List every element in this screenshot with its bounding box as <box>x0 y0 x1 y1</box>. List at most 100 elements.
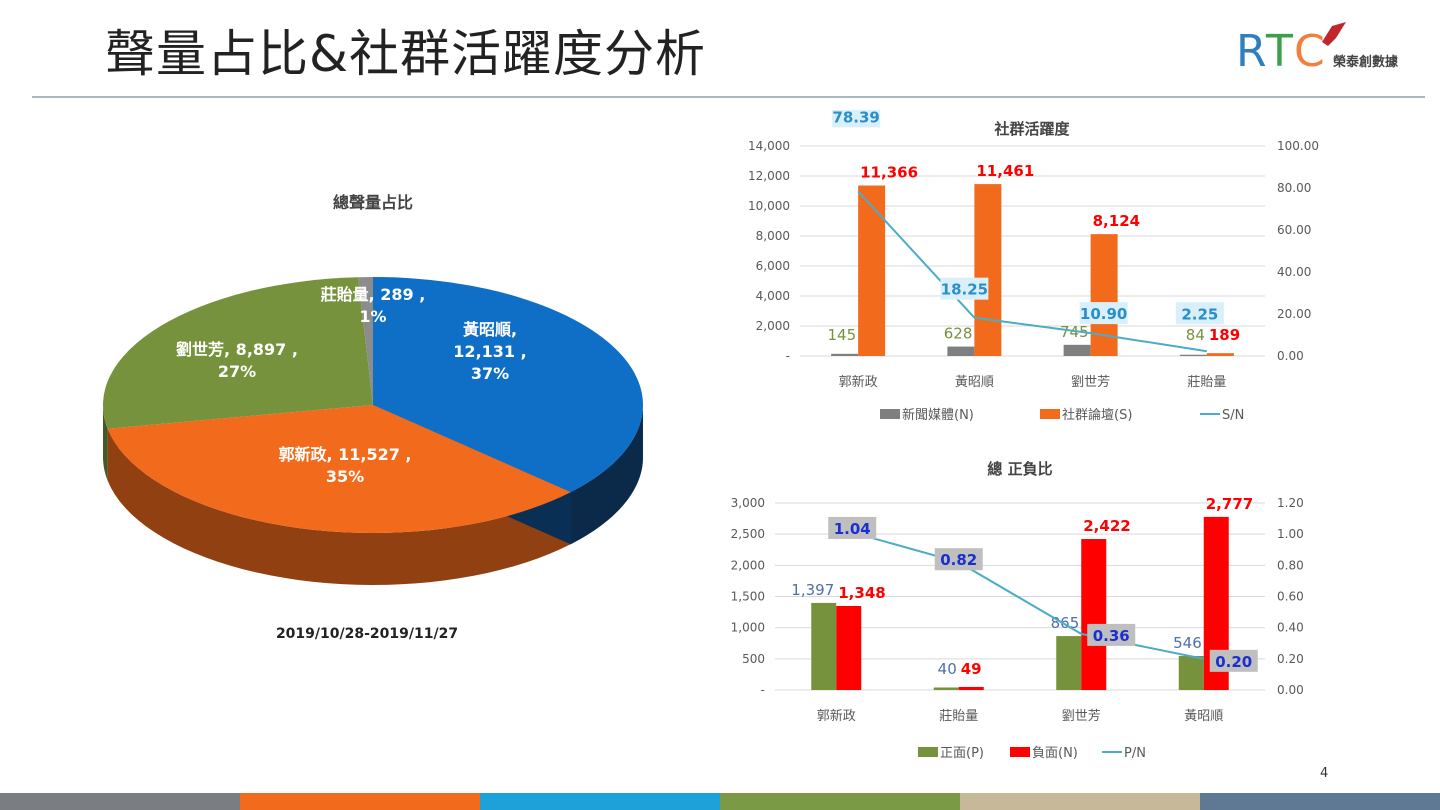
line-label-box <box>940 277 989 300</box>
bar-負面(N) <box>958 686 984 690</box>
footer-stripe <box>240 793 480 810</box>
y-tick-label: 1,000 <box>731 621 765 635</box>
bar-data-label: 546 <box>1173 634 1202 652</box>
pie-data-label: 35% <box>326 467 364 486</box>
y2-tick-label: 0.00 <box>1277 349 1304 363</box>
sentiment-ratio-chart: - 500 1,000 1,500 2,000 2,500 3,000 0.00 0.20 0.4… <box>731 495 1304 761</box>
y2-tick-label: 60.00 <box>1277 223 1311 237</box>
bar-新聞媒體(N) <box>947 346 975 356</box>
footer-stripe <box>720 793 960 810</box>
y-tick-label: 500 <box>742 652 765 666</box>
legend-swatch <box>918 747 938 757</box>
bar-正面(P) <box>811 602 837 690</box>
bar-正面(P) <box>1178 655 1204 690</box>
y2-tick-label: 0.60 <box>1277 590 1304 604</box>
bar-負面(N) <box>1081 539 1107 690</box>
y2-tick-label: 0.80 <box>1277 558 1304 572</box>
y-tick-label: 8,000 <box>756 229 790 243</box>
pie-data-label: 1% <box>359 307 386 326</box>
line-label-box <box>1209 649 1258 672</box>
y-tick-label: 12,000 <box>748 169 790 183</box>
footer-stripe <box>0 793 240 810</box>
line-data-label: 1.04 <box>834 520 871 538</box>
pie-slice-side <box>103 405 108 481</box>
y-tick-label: 3,000 <box>731 496 765 510</box>
y2-tick-label: 0.00 <box>1277 683 1304 697</box>
y2-tick-label: 100.00 <box>1277 139 1319 153</box>
logo-subtitle: 榮泰創數據 <box>1333 54 1399 70</box>
line-data-label: 2.25 <box>1181 305 1218 323</box>
pie-slice-黃昭順 <box>373 277 644 493</box>
pie-data-label: 劉世芳, 8,897 , <box>176 340 298 359</box>
x-tick-label: 郭新政 <box>839 374 878 390</box>
social-activity-chart-title: 社群活躍度 <box>994 120 1070 138</box>
pie-chart: 總聲量占比 黃昭順, 12,131 , 37% 郭新政, 11,527 , 35% 劉世芳… <box>103 193 644 642</box>
bar-data-label: 84 <box>1186 326 1205 344</box>
line-label-box <box>1087 623 1136 646</box>
legend-entry: 負面(N) <box>1032 746 1078 761</box>
y-tick-label: 6,000 <box>756 259 790 273</box>
bar-data-label: 11,461 <box>976 162 1034 180</box>
pie-data-label: 黃昭順, <box>462 320 517 339</box>
bar-data-label: 8,124 <box>1093 212 1140 230</box>
y-tick-label: 10,000 <box>748 199 790 213</box>
pie-slice-劉世芳 <box>103 277 373 429</box>
line-data-label: 0.82 <box>940 551 977 569</box>
pie-slice-side <box>107 428 571 585</box>
line-label-box <box>828 516 877 539</box>
bar-data-label: 145 <box>827 326 856 344</box>
page-number: 4 <box>1320 766 1329 781</box>
x-tick-label: 黃昭順 <box>1184 709 1223 724</box>
title-divider <box>32 96 1425 98</box>
bar-新聞媒體(N) <box>1179 354 1207 356</box>
line-data-label: 78.39 <box>832 110 879 126</box>
legend-entry: 新聞媒體(N) <box>902 407 974 423</box>
y-tick-label: 14,000 <box>748 139 790 153</box>
slide-title: 聲量占比&社群活躍度分析 <box>105 25 706 83</box>
y2-tick-label: 1.00 <box>1277 527 1304 541</box>
pie-data-label: 27% <box>218 362 256 381</box>
bar-data-label: 2,422 <box>1083 517 1130 535</box>
bar-data-label: 1,397 <box>791 581 834 599</box>
logo-flame-icon <box>1322 22 1346 46</box>
legend-swatch <box>1010 747 1030 757</box>
y-tick-label: 2,000 <box>731 558 765 572</box>
pie-slice-side <box>570 411 643 545</box>
legend-swatch <box>880 409 900 419</box>
line-label-box <box>934 548 983 571</box>
x-tick-label: 劉世芳 <box>1071 375 1110 390</box>
rtc-logo: R T C 榮泰創數據 <box>1236 22 1399 77</box>
bar-負面(N) <box>836 605 862 690</box>
line-label-box <box>832 110 881 128</box>
y-tick-label: 4,000 <box>756 289 790 303</box>
bar-正面(P) <box>933 687 959 690</box>
pie-data-label: 莊貽量, 289 , <box>321 285 426 304</box>
y2-tick-label: 80.00 <box>1277 181 1311 195</box>
bar-新聞媒體(N) <box>831 353 859 356</box>
logo-letter-r: R <box>1236 26 1267 77</box>
bar-新聞媒體(N) <box>1063 344 1091 356</box>
y-tick-label: 2,000 <box>756 319 790 333</box>
y-tick-label: 1,500 <box>731 590 765 604</box>
logo-letter-c: C <box>1294 26 1325 77</box>
line-S/N <box>857 190 1208 353</box>
y2-tick-label: 40.00 <box>1277 265 1311 279</box>
y-tick-label: 2,500 <box>731 527 765 541</box>
pie-slice-郭新政 <box>107 405 571 533</box>
bar-data-label: 2,777 <box>1206 495 1253 513</box>
bar-社群論壇(S) <box>1090 234 1118 356</box>
line-data-label: 0.36 <box>1093 627 1130 645</box>
bar-社群論壇(S) <box>858 185 886 356</box>
pie-date-range: 2019/10/28-2019/11/27 <box>276 626 458 642</box>
logo-letter-t: T <box>1265 26 1293 77</box>
x-tick-label: 黃昭順 <box>955 375 994 390</box>
y2-tick-label: 0.20 <box>1277 652 1304 666</box>
bar-data-label: 11,366 <box>860 164 918 182</box>
pie-data-label: 12,131 , <box>453 342 526 361</box>
line-label-box <box>1079 302 1128 325</box>
x-tick-label: 郭新政 <box>817 708 856 724</box>
pie-title: 總聲量占比 <box>333 193 413 212</box>
social-activity-chart: - 2,000 4,000 6,000 8,000 10,000 12,000 14,000 0… <box>748 110 1319 423</box>
bar-data-label: 628 <box>944 325 973 343</box>
line-label-box <box>1175 302 1224 325</box>
